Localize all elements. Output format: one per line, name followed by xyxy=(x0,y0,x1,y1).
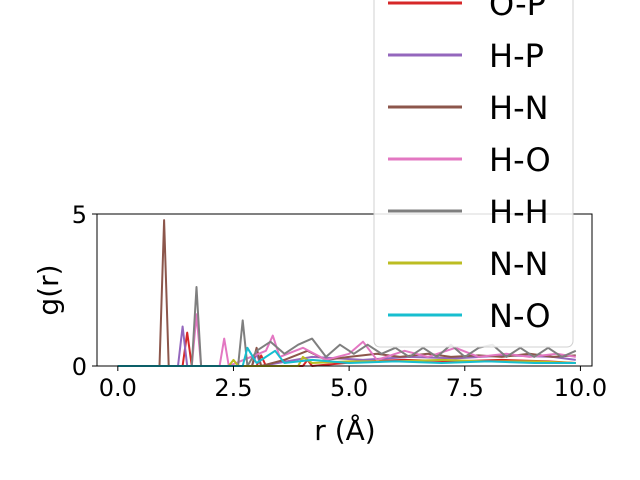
legend-label-o-p: O-P xyxy=(489,0,546,23)
x-tick-label: 0.0 xyxy=(99,374,137,402)
legend-items: O-P H-P H-N H-O H-H N-N N-O xyxy=(388,0,551,335)
x-tick-label: 10.0 xyxy=(554,374,607,402)
series-line-h-h xyxy=(117,286,577,367)
legend-label-h-h: H-H xyxy=(489,193,549,231)
y-tick-label: 5 xyxy=(72,201,87,229)
x-tick-label: 2.5 xyxy=(214,374,252,402)
x-axis-label: r (Å) xyxy=(314,413,375,447)
x-tick-label: 7.5 xyxy=(446,374,484,402)
legend-label-h-o: H-O xyxy=(489,141,551,179)
x-tick-label: 5.0 xyxy=(330,374,368,402)
legend-label-h-p: H-P xyxy=(489,37,544,75)
legend-box xyxy=(373,0,574,348)
legend-label-h-n: H-N xyxy=(489,89,549,127)
x-axis-ticks: 0.0 2.5 5.0 7.5 10.0 xyxy=(99,366,607,402)
y-axis-ticks: 05 xyxy=(72,201,97,381)
legend-label-n-o: N-O xyxy=(489,297,551,335)
series-line-n-o xyxy=(117,346,576,367)
legend: O-P H-P H-N H-O H-H N-N N-O xyxy=(373,0,574,348)
y-tick-label: 0 xyxy=(72,353,87,381)
legend-label-n-n: N-N xyxy=(489,245,548,283)
y-axis-label: g(r) xyxy=(32,264,65,315)
axes-frame xyxy=(96,213,593,367)
